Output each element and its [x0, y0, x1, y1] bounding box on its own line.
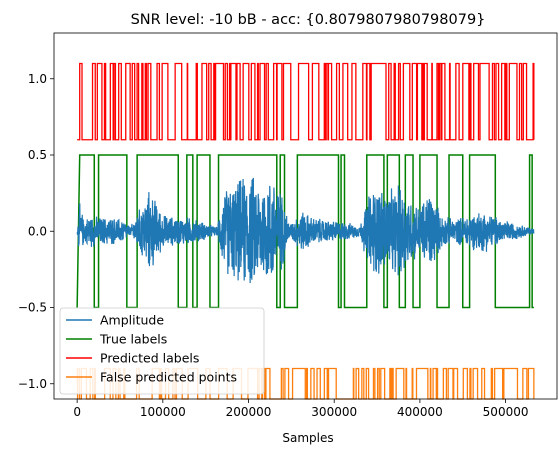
series-predicted-labels: [77, 62, 535, 141]
x-tick-label: 200000: [226, 405, 272, 419]
chart-title: SNR level: -10 bB - acc: {0.807980798079…: [131, 12, 486, 28]
y-tick-label: −0.5: [18, 301, 47, 315]
axes-frame: [53, 32, 558, 400]
legend-label: True labels: [99, 332, 167, 347]
x-tick-label: 0: [73, 405, 81, 419]
x-tick-label: 300000: [311, 405, 357, 419]
legend-label: Predicted labels: [100, 351, 199, 366]
series-true-labels: [76, 154, 534, 309]
y-tick-label: 0.0: [28, 224, 47, 238]
y-tick-label: 1.0: [28, 72, 47, 86]
y-axis: −1.0 −0.5 0.0 0.5 1.0: [18, 72, 54, 391]
legend-box: [59, 307, 265, 395]
x-tick-label: 500000: [483, 405, 529, 419]
legend-label: False predicted points: [100, 370, 237, 385]
y-tick-label: 0.5: [28, 148, 47, 162]
series-amplitude: [76, 177, 535, 283]
x-axis-label: Samples: [282, 431, 333, 445]
x-tick-label: 400000: [397, 405, 443, 419]
legend-label: Amplitude: [100, 313, 164, 328]
y-tick-label: −1.0: [18, 377, 47, 391]
legend: Amplitude True labels Predicted labels Fals…: [59, 307, 265, 395]
x-axis: 0 100000 200000 300000 400000 500000: [73, 399, 528, 419]
x-tick-label: 100000: [140, 405, 186, 419]
